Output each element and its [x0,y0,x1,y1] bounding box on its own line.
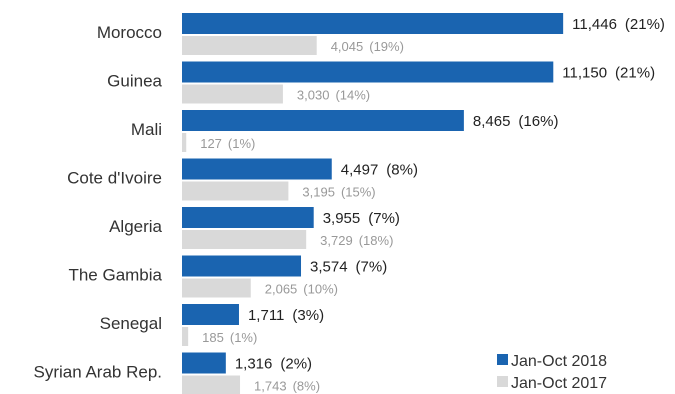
bar-2018-mali [182,110,464,131]
category-label-the-gambia: The Gambia [68,266,162,285]
legend-swatch-2018 [497,354,508,365]
value-label-2017-syrian-arab-rep: 1,743 (8%) [254,379,320,394]
value-2018-cote-d-ivoire: 4,497 [341,162,379,179]
value-2017-senegal: 185 [202,330,224,345]
value-2017-morocco: 4,045 [331,39,364,54]
pct-2017-algeria: (18%) [359,233,394,248]
value-label-2017-cote-d-ivoire: 3,195 (15%) [302,185,375,200]
category-label-morocco: Morocco [97,23,162,42]
bars-layer: Morocco 11,446 (21%) 4,045 (19%) Guinea 11,150… [33,13,665,394]
category-label-guinea: Guinea [107,72,162,91]
value-label-2017-guinea: 3,030 (14%) [297,88,370,103]
value-2017-guinea: 3,030 [297,88,330,103]
category-label-cote-d-ivoire: Cote d'Ivoire [67,169,162,188]
pct-2018-guinea: (21%) [615,65,655,82]
value-2018-mali: 8,465 [473,113,511,130]
bar-2017-algeria [182,230,307,249]
value-2017-mali: 127 [200,136,222,151]
bar-2018-morocco [182,13,564,34]
value-2018-syrian-arab-rep: 1,316 [235,356,273,373]
pct-2018-senegal: (3%) [292,307,324,324]
pct-2017-senegal: (1%) [230,330,257,345]
value-label-2017-senegal: 185 (1%) [202,330,257,345]
value-label-2017-mali: 127 (1%) [200,136,255,151]
value-label-2018-senegal: 1,711 (3%) [248,307,324,324]
value-label-2017-algeria: 3,729 (18%) [320,233,393,248]
value-2017-syrian-arab-rep: 1,743 [254,379,287,394]
bar-2018-guinea [182,61,554,83]
pct-2018-algeria: (7%) [368,210,400,227]
category-label-algeria: Algeria [109,217,162,236]
pct-2017-syrian-arab-rep: (8%) [293,379,320,394]
value-label-2017-morocco: 4,045 (19%) [331,39,404,54]
bar-2018-syrian-arab-rep [182,352,226,374]
bar-2018-cote-d-ivoire [182,158,332,180]
pct-2017-cote-d-ivoire: (15%) [341,185,376,200]
pct-2018-mali: (16%) [518,113,558,130]
value-2017-cote-d-ivoire: 3,195 [302,185,335,200]
bar-2017-cote-d-ivoire [182,181,289,201]
category-label-mali: Mali [131,120,162,139]
legend: Jan-Oct 2018 Jan-Oct 2017 [497,353,607,392]
bar-2018-the-gambia [182,255,302,277]
value-2018-the-gambia: 3,574 [310,259,348,276]
bar-2018-algeria [182,207,314,228]
value-label-2018-the-gambia: 3,574 (7%) [310,259,387,276]
value-label-2018-guinea: 11,150 (21%) [562,65,655,82]
bar-2017-morocco [182,36,317,55]
value-2018-guinea: 11,150 [562,65,607,82]
value-label-2018-cote-d-ivoire: 4,497 (8%) [341,162,418,179]
pct-2017-the-gambia: (10%) [303,282,338,297]
bar-2017-syrian-arab-rep [182,375,241,394]
value-label-2017-the-gambia: 2,065 (10%) [265,282,338,297]
bar-2017-mali [182,133,187,152]
pct-2018-syrian-arab-rep: (2%) [280,356,312,373]
value-2017-algeria: 3,729 [320,233,353,248]
category-label-syrian-arab-rep: Syrian Arab Rep. [33,363,162,382]
pct-2018-the-gambia: (7%) [356,259,388,276]
pct-2017-mali: (1%) [228,136,255,151]
bar-2017-guinea [182,84,283,104]
bar-2018-senegal [182,304,239,325]
value-2018-senegal: 1,711 [248,307,284,324]
pct-2018-cote-d-ivoire: (8%) [386,162,418,179]
legend-label-2017: Jan-Oct 2017 [511,375,607,392]
bar-2017-the-gambia [182,278,251,298]
pct-2017-morocco: (19%) [369,39,404,54]
value-label-2018-algeria: 3,955 (7%) [323,210,400,227]
value-label-2018-mali: 8,465 (16%) [473,113,559,130]
value-2017-the-gambia: 2,065 [265,282,298,297]
value-label-2018-syrian-arab-rep: 1,316 (2%) [235,356,312,373]
legend-label-2018: Jan-Oct 2018 [511,353,607,370]
pct-2018-morocco: (21%) [625,16,665,33]
legend-swatch-2017 [497,376,508,387]
bar-2017-senegal [182,327,189,346]
pct-2017-guinea: (14%) [335,88,370,103]
value-label-2018-morocco: 11,446 (21%) [572,16,665,33]
category-label-senegal: Senegal [100,314,162,333]
value-2018-algeria: 3,955 [323,210,361,227]
value-2018-morocco: 11,446 [572,16,617,33]
